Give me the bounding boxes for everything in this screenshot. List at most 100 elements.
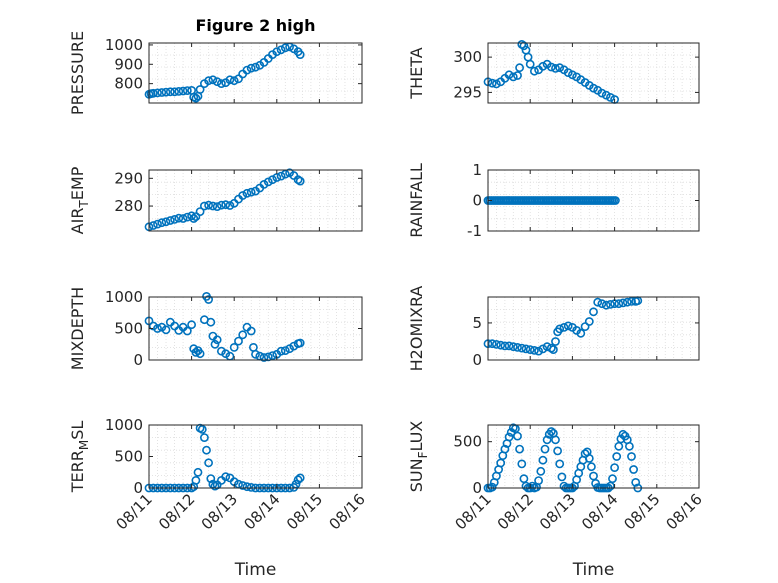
data-point bbox=[546, 427, 556, 436]
data-point bbox=[170, 87, 179, 97]
data-point bbox=[542, 435, 552, 445]
data-point bbox=[563, 68, 573, 77]
data-point bbox=[608, 474, 617, 484]
x-tick-label: 08/12 bbox=[494, 490, 537, 533]
data-point bbox=[178, 86, 188, 96]
data-point bbox=[589, 307, 598, 317]
data-point bbox=[182, 86, 192, 95]
data-point bbox=[530, 66, 539, 76]
data-point bbox=[487, 339, 497, 349]
data-point bbox=[165, 87, 175, 97]
data-point bbox=[491, 79, 501, 89]
data-point bbox=[204, 76, 213, 86]
data-point bbox=[559, 322, 569, 332]
data-point bbox=[174, 213, 184, 223]
series-markers bbox=[483, 40, 619, 104]
data-point bbox=[276, 171, 286, 181]
data-point bbox=[534, 346, 543, 356]
data-point bbox=[165, 216, 175, 225]
subplot-5: 0 500 1000 MIXDEPTH bbox=[68, 287, 363, 370]
data-point bbox=[508, 72, 518, 82]
data-point bbox=[191, 475, 201, 485]
data-point bbox=[161, 325, 171, 335]
data-point bbox=[206, 474, 216, 483]
axes-box bbox=[487, 424, 700, 489]
data-point bbox=[280, 43, 290, 53]
data-point bbox=[212, 77, 222, 87]
data-point bbox=[187, 320, 196, 330]
data-point bbox=[631, 477, 641, 487]
data-point bbox=[587, 462, 596, 472]
data-point bbox=[251, 62, 260, 72]
data-point bbox=[153, 324, 162, 333]
axes-box bbox=[148, 42, 363, 104]
data-point bbox=[268, 351, 277, 360]
data-point bbox=[597, 299, 607, 309]
data-point bbox=[576, 328, 586, 338]
data-point bbox=[280, 169, 290, 179]
data-point bbox=[589, 83, 598, 93]
data-point bbox=[538, 344, 548, 354]
data-point bbox=[153, 88, 162, 98]
data-point bbox=[536, 466, 546, 476]
data-point bbox=[216, 200, 226, 210]
data-point bbox=[622, 297, 632, 307]
data-point bbox=[229, 76, 239, 86]
x-tick-label: 08/16 bbox=[663, 490, 706, 533]
x-axis-label: Time bbox=[234, 560, 277, 580]
data-point bbox=[508, 342, 518, 352]
series-markers bbox=[483, 423, 643, 493]
data-point bbox=[517, 459, 527, 469]
subplot-6: 0 5 H2OMIXRA bbox=[407, 286, 700, 371]
data-point bbox=[540, 444, 550, 454]
y-axis-label: SUNFLUX bbox=[407, 421, 430, 493]
data-point bbox=[584, 453, 594, 463]
data-point bbox=[157, 88, 167, 97]
data-point bbox=[527, 481, 537, 491]
series-markers bbox=[483, 296, 643, 356]
y-axis-label: RAINFALL bbox=[407, 163, 426, 238]
data-point bbox=[148, 88, 158, 98]
data-point bbox=[530, 345, 539, 355]
data-point bbox=[174, 87, 184, 96]
x-tick-label: 08/14 bbox=[578, 490, 621, 533]
data-point bbox=[555, 324, 565, 334]
data-point bbox=[612, 452, 622, 461]
data-point bbox=[221, 200, 231, 210]
data-point bbox=[611, 196, 620, 205]
axes-box bbox=[487, 42, 700, 104]
data-point bbox=[199, 433, 209, 442]
x-tick-label: 08/15 bbox=[620, 490, 663, 533]
y-axis-label: THETA bbox=[407, 47, 426, 99]
data-point bbox=[246, 63, 256, 73]
grid bbox=[149, 425, 362, 488]
data-point bbox=[208, 75, 218, 85]
data-point bbox=[295, 176, 305, 186]
data-point bbox=[525, 59, 535, 69]
data-point bbox=[500, 444, 510, 454]
data-point bbox=[212, 335, 222, 345]
x-tick-label: 08/13 bbox=[198, 490, 241, 533]
data-point bbox=[521, 344, 531, 354]
data-point bbox=[216, 346, 226, 356]
data-point bbox=[259, 353, 269, 362]
y-tick-label: 0 bbox=[472, 479, 482, 497]
data-point bbox=[199, 201, 209, 211]
data-point bbox=[549, 345, 558, 354]
data-point bbox=[551, 337, 560, 346]
data-point bbox=[584, 317, 594, 326]
subplot-8: 050008/1108/1208/1308/1408/1508/16SUNFLU… bbox=[407, 421, 706, 580]
data-point bbox=[234, 336, 243, 346]
y-tick-label: 290 bbox=[114, 169, 143, 187]
data-point bbox=[206, 317, 216, 327]
data-point bbox=[191, 347, 201, 357]
data-point bbox=[153, 219, 162, 229]
y-tick-label: 5 bbox=[472, 314, 482, 332]
y-tick-label: 1000 bbox=[105, 288, 143, 306]
data-point bbox=[212, 202, 222, 211]
subplot-2: 295 300 THETA bbox=[407, 40, 700, 104]
data-point bbox=[193, 467, 203, 477]
data-point bbox=[268, 175, 277, 185]
data-point bbox=[606, 299, 615, 309]
